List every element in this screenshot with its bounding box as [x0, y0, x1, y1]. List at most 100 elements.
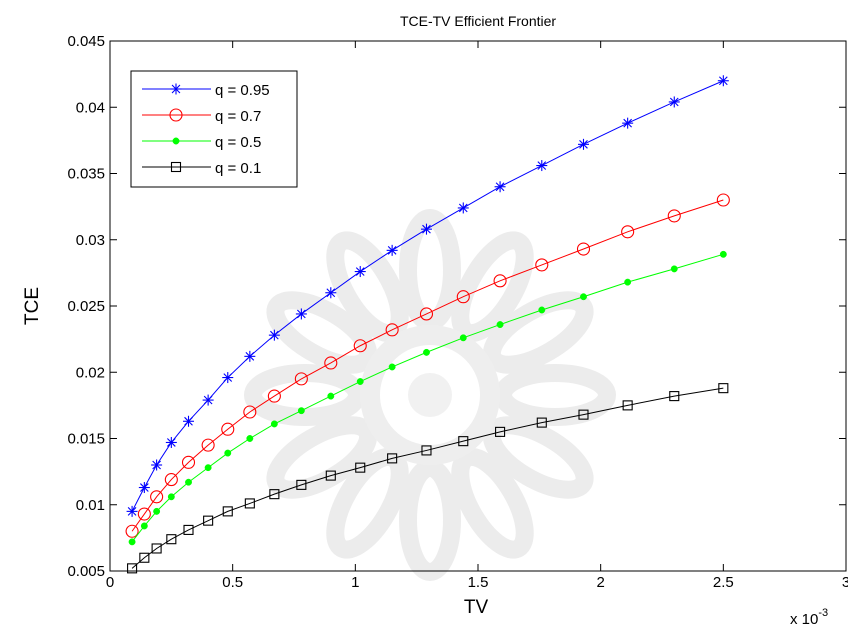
- data-point: [201, 438, 215, 452]
- data-point: [325, 470, 336, 481]
- x-tick-label: 2: [596, 574, 604, 591]
- y-tick-label: 0.035: [67, 166, 105, 183]
- watermark-center: [408, 373, 452, 417]
- data-point: [203, 515, 214, 526]
- data-point: [268, 329, 280, 341]
- data-point: [578, 409, 589, 420]
- data-point: [668, 96, 680, 108]
- data-point: [183, 524, 194, 535]
- x-axis-multiplier: x 10-3: [790, 607, 828, 628]
- legend-entry: q = 0.1: [142, 160, 261, 177]
- watermark-petal: [326, 231, 409, 343]
- y-tick-label: 0.01: [76, 497, 105, 514]
- data-point: [576, 242, 591, 256]
- x-axis-multiplier-exponent: -3: [818, 607, 828, 619]
- x-tick-label: 1.5: [468, 574, 489, 591]
- legend-label: q = 0.7: [215, 108, 261, 125]
- data-point: [621, 225, 635, 239]
- data-point: [719, 250, 727, 258]
- y-tick-label: 0.03: [76, 232, 105, 249]
- data-point: [388, 363, 396, 371]
- watermark-petal: [266, 291, 378, 374]
- legend: q = 0.95 q = 0.7 q = 0.5 q = 0.1: [130, 70, 298, 188]
- data-point: [244, 350, 256, 362]
- data-point: [269, 489, 280, 500]
- legend-marker: [172, 137, 180, 145]
- data-point: [718, 383, 729, 394]
- data-point: [622, 117, 634, 129]
- data-point: [419, 307, 434, 321]
- data-point: [295, 308, 307, 320]
- series-layer: [125, 75, 730, 574]
- x-axis-multiplier-base: x 10: [790, 611, 818, 628]
- data-point: [139, 552, 150, 563]
- watermark-petal: [482, 291, 594, 374]
- data-point: [355, 462, 366, 473]
- data-point: [204, 464, 212, 472]
- data-point: [164, 473, 178, 487]
- data-point: [297, 407, 305, 415]
- data-point: [536, 160, 548, 172]
- data-point: [356, 378, 364, 385]
- x-tick-label: 0.5: [222, 574, 243, 591]
- series-q0-1: [127, 383, 729, 574]
- y-tick-label: 0.005: [67, 563, 105, 580]
- data-point: [166, 534, 177, 545]
- legend-entry: q = 0.5: [142, 134, 261, 151]
- legend-label: q = 0.1: [215, 160, 261, 177]
- y-tick-label: 0.015: [67, 431, 105, 448]
- x-tick-label: 3: [842, 574, 848, 591]
- data-point: [296, 479, 307, 490]
- y-axis-label: TCE: [22, 287, 43, 325]
- data-point: [246, 435, 254, 442]
- data-point: [127, 563, 138, 574]
- watermark-petal: [244, 364, 366, 426]
- data-point: [385, 323, 399, 337]
- data-point: [294, 372, 308, 386]
- legend-marker: [169, 108, 183, 122]
- data-point: [325, 287, 337, 299]
- y-axis: 0.005 0.01 0.015 0.02 0.025 0.03 0.035 0.04 0.04…: [67, 33, 846, 580]
- series-line: [131, 387, 724, 569]
- series-line: [131, 199, 724, 532]
- y-tick-label: 0.045: [67, 33, 105, 50]
- data-point: [716, 193, 730, 207]
- data-point: [151, 543, 162, 554]
- data-point: [459, 334, 467, 342]
- data-point: [224, 449, 232, 457]
- data-point: [387, 453, 398, 464]
- data-point: [538, 306, 546, 314]
- watermark-ornament: [244, 209, 616, 581]
- data-point: [324, 356, 338, 370]
- data-point: [185, 478, 192, 486]
- data-point: [243, 405, 257, 419]
- x-tick-label: 0: [106, 574, 114, 591]
- data-point: [167, 493, 175, 501]
- data-point: [667, 209, 681, 223]
- legend-marker: [170, 83, 182, 95]
- data-point: [353, 339, 367, 353]
- data-point: [456, 290, 470, 304]
- data-point: [126, 505, 138, 517]
- data-point: [222, 372, 234, 384]
- data-point: [221, 422, 235, 436]
- watermark-petal: [399, 209, 461, 331]
- data-point: [670, 265, 678, 273]
- data-point: [165, 436, 177, 448]
- watermark-petal: [494, 364, 616, 426]
- data-point: [622, 400, 633, 411]
- data-point: [202, 394, 214, 406]
- data-point: [420, 223, 432, 235]
- data-point: [151, 459, 163, 471]
- y-tick-label: 0.02: [76, 364, 105, 381]
- data-point: [536, 417, 547, 428]
- y-tick-label: 0.04: [76, 99, 105, 116]
- data-point: [496, 321, 504, 328]
- series-q0-95: [126, 75, 729, 517]
- data-point: [577, 138, 589, 150]
- data-point: [327, 392, 335, 400]
- data-point: [153, 507, 161, 515]
- watermark-petal: [451, 231, 534, 343]
- data-point: [669, 391, 680, 402]
